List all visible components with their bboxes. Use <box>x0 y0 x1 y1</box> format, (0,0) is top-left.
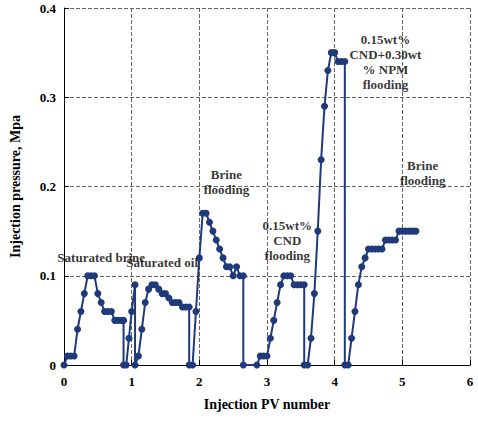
svg-text:Saturated brine: Saturated brine <box>57 250 146 266</box>
svg-text:% NPM: % NPM <box>362 62 408 77</box>
svg-text:0: 0 <box>61 374 68 389</box>
svg-text:Injection pressure, Mpa: Injection pressure, Mpa <box>8 115 23 258</box>
svg-text:Saturated oil: Saturated oil <box>126 255 198 270</box>
svg-text:5: 5 <box>399 374 406 389</box>
svg-text:flooding: flooding <box>265 248 311 263</box>
svg-text:CND+0.30wt: CND+0.30wt <box>349 47 422 62</box>
svg-text:flooding: flooding <box>363 77 409 92</box>
svg-text:Brine: Brine <box>211 167 242 182</box>
svg-text:CND: CND <box>273 233 301 248</box>
svg-text:4: 4 <box>331 374 338 389</box>
svg-text:1: 1 <box>128 374 135 389</box>
svg-text:0: 0 <box>50 358 57 373</box>
svg-text:2: 2 <box>196 374 203 389</box>
svg-text:flooding: flooding <box>204 182 250 197</box>
svg-text:0.3: 0.3 <box>40 90 57 105</box>
svg-text:0.15wt%: 0.15wt% <box>361 32 410 47</box>
svg-text:0.4: 0.4 <box>40 1 57 16</box>
svg-text:Injection PV number: Injection PV number <box>204 397 331 412</box>
svg-text:0.2: 0.2 <box>40 179 56 194</box>
svg-text:0.1: 0.1 <box>40 268 56 283</box>
svg-text:3: 3 <box>264 374 271 389</box>
svg-text:0.15wt%: 0.15wt% <box>263 218 312 233</box>
svg-text:6: 6 <box>467 374 474 389</box>
svg-text:flooding: flooding <box>400 173 446 188</box>
svg-text:Brine: Brine <box>407 158 438 173</box>
